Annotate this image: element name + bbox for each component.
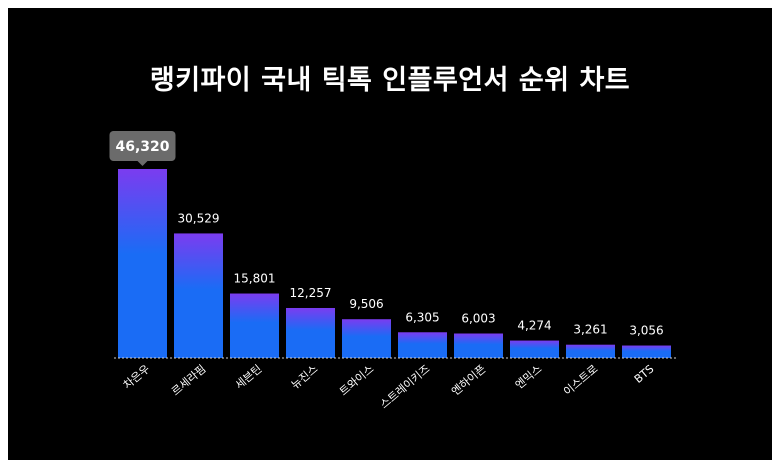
bar-6[interactable] <box>398 332 447 358</box>
value-labels-group: 46,320 30,529 15,801 12,257 9,506 6,305 6,003 4… <box>109 131 664 338</box>
bar-5[interactable] <box>342 319 391 358</box>
value-label-3: 15,801 <box>234 272 276 286</box>
bar-7[interactable] <box>454 333 503 358</box>
category-label-1: 차은우 <box>121 362 153 391</box>
bar-1[interactable] <box>118 169 167 358</box>
value-label-6: 6,305 <box>405 310 439 324</box>
category-labels-group: 차은우 르세라핌 세븐틴 뉴진스 트와이스 스트레이키즈 엔하이픈 엔믹스 이스트로 BTS <box>121 362 657 412</box>
category-label-2: 르세라핌 <box>169 362 208 398</box>
bar-9[interactable] <box>566 344 615 358</box>
chart-frame: 랭키파이 국내 틱톡 인플루언서 순위 차트 46,320 30,529 15,80… <box>8 8 772 460</box>
value-label-2: 30,529 <box>178 211 220 225</box>
tooltip-pointer <box>137 161 148 166</box>
category-label-10: BTS <box>632 362 657 386</box>
value-label-7: 6,003 <box>461 312 495 326</box>
chart-title: 랭키파이 국내 틱톡 인플루언서 순위 차트 <box>149 65 631 96</box>
value-label-10: 3,056 <box>629 324 663 338</box>
category-label-8: 엔믹스 <box>513 362 545 391</box>
category-label-5: 트와이스 <box>337 362 376 398</box>
value-label-1: 46,320 <box>115 139 169 155</box>
bar-4[interactable] <box>286 307 335 358</box>
value-label-8: 4,274 <box>517 319 551 333</box>
category-label-9: 이스트로 <box>561 362 600 398</box>
bar-8[interactable] <box>510 340 559 358</box>
value-label-5: 9,506 <box>349 297 383 311</box>
value-tooltip <box>109 131 176 161</box>
value-label-9: 3,261 <box>573 323 607 337</box>
category-label-3: 세븐틴 <box>233 362 265 391</box>
category-label-6: 스트레이키즈 <box>378 362 433 411</box>
category-label-7: 엔하이픈 <box>448 362 488 399</box>
bar-3[interactable] <box>230 293 279 358</box>
bar-10[interactable] <box>622 345 671 358</box>
bar-2[interactable] <box>174 233 223 358</box>
bar-chart: 46,320 30,529 15,801 12,257 9,506 6,305 6,003 4… <box>109 131 676 412</box>
bars-group <box>118 169 671 358</box>
category-label-4: 뉴진스 <box>289 362 321 391</box>
value-label-4: 12,257 <box>290 286 332 300</box>
